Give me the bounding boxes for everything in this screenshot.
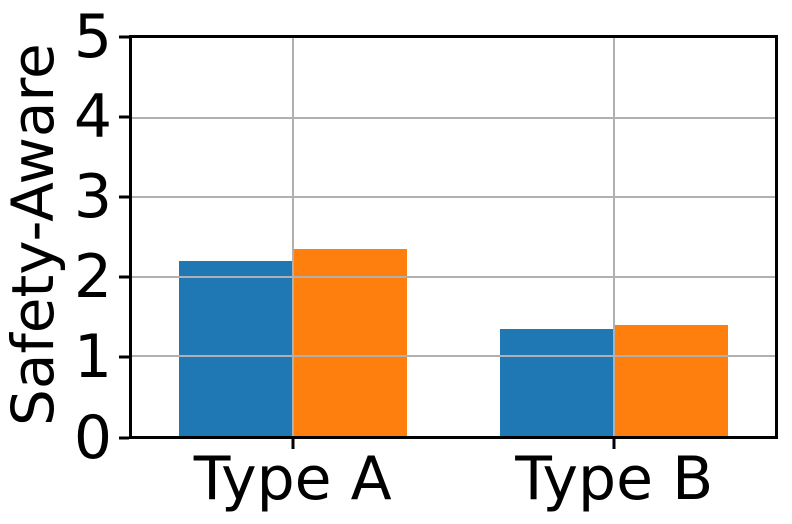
y-tick-mark-3 [119, 195, 129, 199]
y-tick-mark-2 [119, 275, 129, 279]
v-gridline-type-a [291, 38, 294, 436]
y-tick-mark-0 [119, 436, 129, 439]
bar-type-a-series2 [292, 248, 407, 436]
v-gridline-type-b [613, 38, 616, 436]
y-tick-label-2: 2 [73, 242, 112, 313]
bar-type-a-series1 [178, 260, 293, 436]
bar-type-b-series1 [500, 328, 615, 436]
y-tick-label-4: 4 [73, 81, 112, 152]
h-gridline-4 [132, 116, 775, 119]
y-tick-mark-1 [119, 355, 129, 359]
h-gridline-1 [132, 355, 775, 358]
x-category-label-type-a: Type A [193, 444, 392, 514]
bar-type-b-series2 [614, 324, 729, 436]
plot-area [129, 35, 778, 439]
y-tick-label-0: 0 [73, 402, 112, 473]
y-tick-label-3: 3 [73, 161, 112, 232]
y-tick-label-1: 1 [73, 322, 112, 393]
h-gridline-2 [132, 275, 775, 278]
y-tick-mark-4 [119, 115, 129, 119]
x-tick-mark-type-a [291, 439, 295, 449]
y-tick-mark-5 [119, 35, 129, 38]
y-tick-label-5: 5 [73, 1, 112, 72]
x-tick-mark-type-b [612, 439, 616, 449]
h-gridline-3 [132, 196, 775, 199]
x-category-label-type-b: Type B [515, 444, 714, 514]
